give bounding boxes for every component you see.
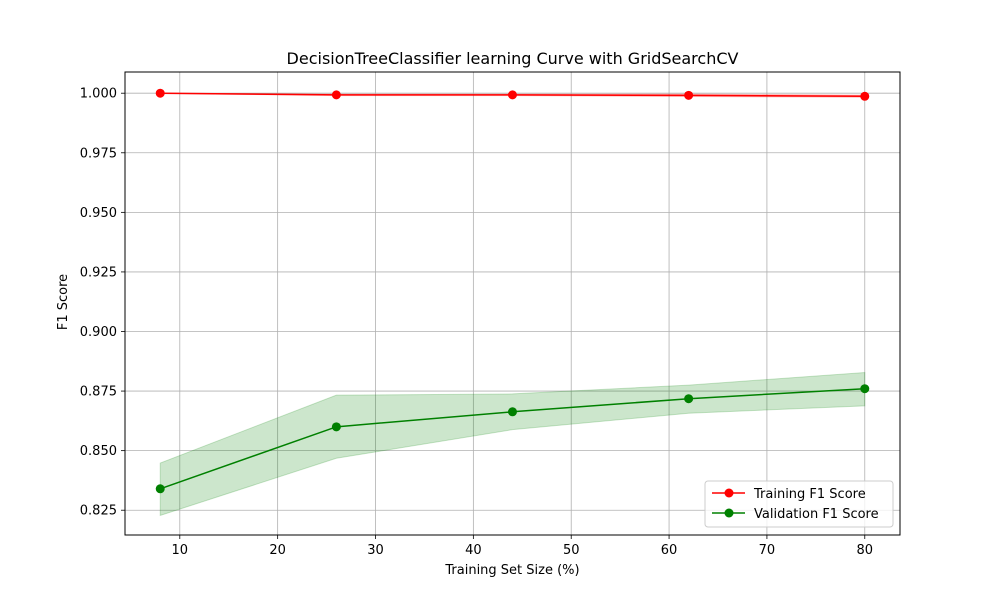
validation-confidence-band: [159, 371, 866, 517]
y-tick-label: 0.950: [80, 206, 117, 221]
y-tick-label: 0.850: [80, 444, 117, 459]
y-tick-label: 1.000: [80, 87, 117, 102]
validation-point: [508, 407, 517, 417]
x-tick-label: 80: [856, 543, 873, 558]
x-tick-label: 10: [172, 543, 189, 558]
legend-validation-label: Validation F1 Score: [754, 507, 879, 522]
y-tick-label: 0.900: [80, 325, 117, 340]
x-tick-label: 30: [367, 543, 384, 558]
legend-training-label: Training F1 Score: [753, 487, 866, 502]
x-tick-label: 40: [465, 543, 482, 558]
y-tick-label: 0.925: [80, 265, 117, 280]
validation-point: [860, 384, 870, 394]
chart-title: DecisionTreeClassifier learning Curve wi…: [287, 49, 739, 68]
training-point: [684, 90, 694, 100]
x-axis-label: Training Set Size (%): [444, 563, 579, 578]
training-point: [860, 91, 870, 101]
grid: [125, 72, 900, 535]
x-axis-ticks: 10 20 30 40 50 60 70 80: [172, 535, 873, 558]
legend-training-marker: [724, 488, 734, 498]
validation-point: [331, 422, 341, 432]
x-tick-label: 60: [661, 543, 678, 558]
y-axis-ticks: 0.825 0.850 0.875 0.900 0.925 0.950 0.975 1.000: [80, 87, 125, 519]
series-markers: [155, 88, 870, 494]
y-axis-label: F1 Score: [56, 274, 71, 330]
x-tick-label: 70: [759, 543, 776, 558]
y-tick-label: 0.875: [80, 385, 117, 400]
training-point: [331, 90, 341, 100]
validation-point: [684, 394, 694, 404]
validation-point: [155, 484, 165, 494]
x-tick-label: 20: [269, 543, 286, 558]
y-tick-label: 0.825: [80, 504, 117, 519]
legend: Training F1 Score Validation F1 Score: [704, 480, 894, 528]
training-point: [155, 88, 165, 98]
x-tick-label: 50: [563, 543, 580, 558]
y-tick-label: 0.975: [80, 146, 117, 161]
plot-area-frame: [124, 71, 901, 536]
training-point: [508, 90, 517, 100]
legend-box: [704, 480, 894, 528]
legend-validation-marker: [724, 508, 734, 518]
